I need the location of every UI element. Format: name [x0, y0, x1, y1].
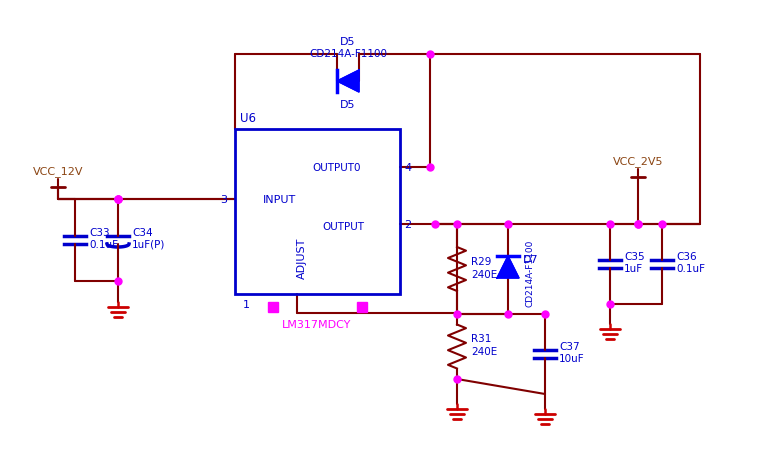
- Text: VCC_12V: VCC_12V: [33, 166, 84, 177]
- Text: C33: C33: [89, 228, 110, 238]
- Text: 1uF(P): 1uF(P): [132, 239, 166, 249]
- Bar: [235, 130, 400, 294]
- Text: 1: 1: [243, 299, 250, 309]
- Text: U6: U6: [240, 112, 256, 125]
- Text: LM317MDCY: LM317MDCY: [282, 319, 352, 329]
- Text: 10uF: 10uF: [559, 353, 584, 363]
- Text: 2: 2: [404, 219, 411, 229]
- Text: 0.1uF: 0.1uF: [89, 239, 118, 249]
- Polygon shape: [337, 71, 359, 93]
- Text: C34: C34: [132, 228, 153, 238]
- Text: INPUT: INPUT: [263, 195, 296, 205]
- Text: OUTPUT0: OUTPUT0: [312, 163, 360, 173]
- Text: R29: R29: [471, 257, 492, 267]
- Text: 3: 3: [220, 195, 227, 205]
- Polygon shape: [497, 257, 519, 278]
- Text: 240E: 240E: [471, 347, 497, 357]
- Text: D7: D7: [523, 255, 538, 265]
- Text: 0.1uF: 0.1uF: [676, 263, 705, 273]
- Text: ADJUST: ADJUST: [297, 237, 307, 278]
- Bar: [357, 302, 367, 312]
- Text: CD214A-F1100: CD214A-F1100: [526, 239, 535, 306]
- Text: R31: R31: [471, 334, 492, 344]
- Text: D5: D5: [341, 37, 356, 47]
- Text: OUTPUT: OUTPUT: [322, 221, 364, 231]
- Text: CD214A-F1100: CD214A-F1100: [309, 49, 387, 59]
- Text: C37: C37: [559, 341, 580, 351]
- Text: 1uF: 1uF: [624, 263, 643, 273]
- Text: 4: 4: [404, 163, 411, 173]
- Text: D5: D5: [341, 100, 356, 110]
- Text: C36: C36: [676, 251, 696, 261]
- Text: VCC_2V5: VCC_2V5: [613, 156, 663, 167]
- Text: 240E: 240E: [471, 269, 497, 279]
- Bar: [268, 302, 278, 312]
- Text: C35: C35: [624, 251, 644, 261]
